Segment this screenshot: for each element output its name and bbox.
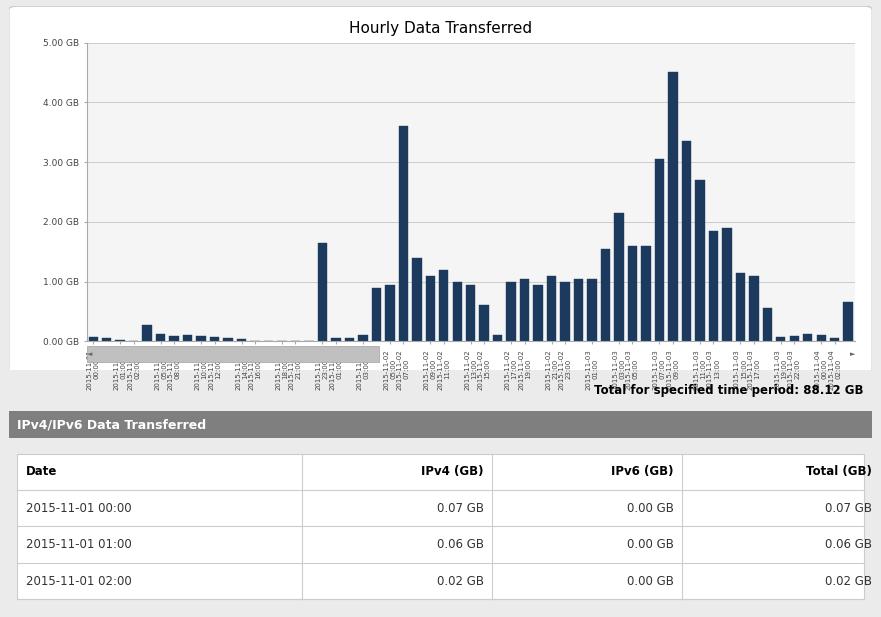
- Text: IPv6 (GB): IPv6 (GB): [611, 465, 674, 478]
- Text: Date: Date: [26, 465, 57, 478]
- Text: 2015-11-01 00:00: 2015-11-01 00:00: [26, 502, 131, 515]
- Text: IPv4 (GB): IPv4 (GB): [421, 465, 484, 478]
- Text: 0.02 GB: 0.02 GB: [437, 574, 484, 587]
- Text: 0.00 GB: 0.00 GB: [626, 538, 674, 551]
- Text: Total (GB): Total (GB): [806, 465, 872, 478]
- Text: 0.06 GB: 0.06 GB: [437, 538, 484, 551]
- Text: 0.07 GB: 0.07 GB: [437, 502, 484, 515]
- FancyBboxPatch shape: [9, 6, 872, 374]
- Text: Hourly Data Transferred: Hourly Data Transferred: [349, 21, 532, 36]
- Text: Total for specified time period: 88.12 GB: Total for specified time period: 88.12 G…: [594, 384, 863, 397]
- Text: IPv4/IPv6 Data Transferred: IPv4/IPv6 Data Transferred: [18, 418, 206, 431]
- Text: 0.00 GB: 0.00 GB: [626, 502, 674, 515]
- Text: 2015-11-01 01:00: 2015-11-01 01:00: [26, 538, 132, 551]
- Bar: [18, 453, 863, 599]
- Text: 2015-11-01 02:00: 2015-11-01 02:00: [26, 574, 132, 587]
- Text: 0.06 GB: 0.06 GB: [825, 538, 872, 551]
- Text: 0.07 GB: 0.07 GB: [825, 502, 872, 515]
- Text: 0.00 GB: 0.00 GB: [626, 574, 674, 587]
- Text: 0.02 GB: 0.02 GB: [825, 574, 872, 587]
